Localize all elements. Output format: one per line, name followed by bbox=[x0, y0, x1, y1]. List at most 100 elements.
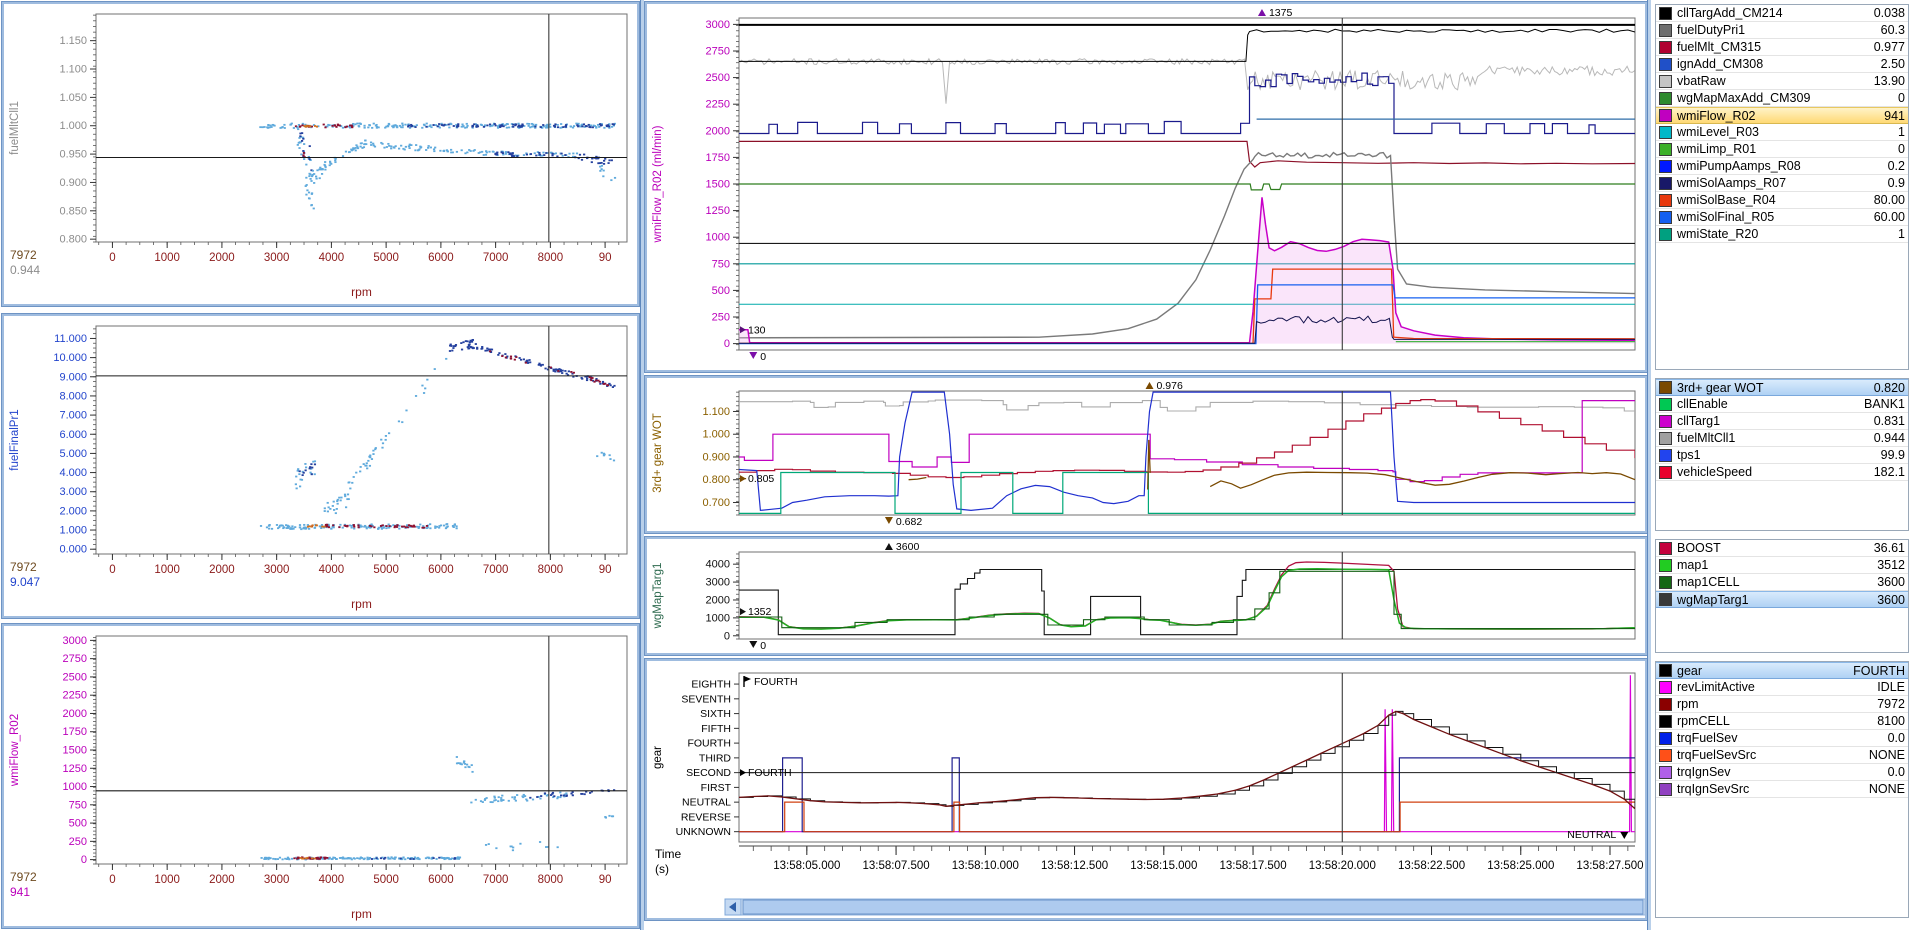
channel-color-swatch bbox=[1659, 109, 1672, 122]
channel-name: wmiSolAamps_R07 bbox=[1677, 176, 1787, 190]
channel-row[interactable]: 3rd+ gear WOT 0.820 bbox=[1656, 379, 1908, 396]
channel-row[interactable]: rpmCELL 8100 bbox=[1656, 713, 1908, 730]
channel-row[interactable]: fuelMltCll1 0.944 bbox=[1656, 430, 1908, 447]
channel-row[interactable]: wmiSolFinal_R05 60.00 bbox=[1656, 209, 1908, 226]
x-tick-label: 7000 bbox=[483, 252, 509, 264]
y-tick-label: 750 bbox=[69, 799, 87, 811]
channel-value: 8100 bbox=[1877, 714, 1905, 728]
channel-color-swatch bbox=[1659, 465, 1672, 479]
channel-value: 182.1 bbox=[1873, 465, 1905, 479]
cursor-value-marker-label: 130 bbox=[748, 324, 766, 336]
cursor-readout-value: 7972 bbox=[10, 870, 37, 884]
channel-row[interactable]: tps1 99.9 bbox=[1656, 447, 1908, 464]
values-panel-boost-group[interactable]: BOOST 36.61 map1 3512 map1CELL 3600 wgMapTarg1… bbox=[1655, 539, 1909, 653]
time-tick-label: 13:58:10.000 bbox=[952, 860, 1019, 872]
x-tick-label: 90 bbox=[599, 564, 612, 576]
timeseries-wmiflow[interactable]: 0 250 500 750 1000 1250 1500 1750 2000 2250 2500 27… bbox=[647, 4, 1645, 370]
channel-row[interactable]: BOOST 36.61 bbox=[1656, 540, 1908, 557]
channel-color-swatch bbox=[1659, 697, 1672, 711]
x-axis-title: rpm bbox=[351, 907, 372, 921]
y-tick-label: 7.000 bbox=[59, 410, 87, 422]
channel-value: 7972 bbox=[1877, 697, 1905, 711]
channel-value: 1 bbox=[1898, 227, 1905, 241]
y-tick-label: 0.900 bbox=[59, 177, 87, 189]
channel-color-swatch bbox=[1659, 6, 1672, 20]
y-tick-label: 10.000 bbox=[53, 352, 87, 364]
x-tick-label: 7000 bbox=[483, 874, 509, 886]
y-tick-label: 0.950 bbox=[59, 149, 87, 161]
x-tick-label: 5000 bbox=[373, 874, 399, 886]
channel-color-swatch bbox=[1659, 575, 1672, 589]
channel-row[interactable]: wmiFlow_R02 941 bbox=[1656, 107, 1908, 124]
y-tick-label: 2500 bbox=[63, 671, 87, 683]
channel-row[interactable]: fuelDutyPri1 60.3 bbox=[1656, 22, 1908, 39]
x-tick-label: 5000 bbox=[373, 564, 399, 576]
channel-row[interactable]: trqFuelSevSrc NONE bbox=[1656, 747, 1908, 764]
gear-category-label: REVERSE bbox=[681, 811, 731, 823]
channel-row[interactable]: wgMapMaxAdd_CM309 0 bbox=[1656, 90, 1908, 107]
chart-panel-fuelmltcll1-vs-rpm[interactable]: 0.800 0.850 0.900 0.950 1.000 1.050 1.100 1.150… bbox=[1, 1, 640, 307]
scatter-fuelfinalpr1-vs-rpm[interactable]: 0.000 1.000 2.000 3.000 4.000 5.000 6.000 7.000… bbox=[4, 316, 637, 616]
channel-row[interactable]: wmiPumpAamps_R08 0.2 bbox=[1656, 158, 1908, 175]
channel-color-swatch bbox=[1659, 593, 1672, 606]
channel-row[interactable]: vbatRaw 13.90 bbox=[1656, 73, 1908, 90]
channel-row[interactable]: cllTarg1 0.831 bbox=[1656, 413, 1908, 430]
channel-color-swatch bbox=[1659, 210, 1672, 224]
x-tick-label: 2000 bbox=[209, 564, 235, 576]
channel-row[interactable]: wmiState_R20 1 bbox=[1656, 226, 1908, 243]
channel-value: 0.977 bbox=[1873, 40, 1905, 54]
channel-value: NONE bbox=[1868, 748, 1905, 762]
channel-row[interactable]: ignAdd_CM308 2.50 bbox=[1656, 56, 1908, 73]
x-tick-label: 3000 bbox=[264, 252, 290, 264]
channel-row[interactable]: gear FOURTH bbox=[1656, 662, 1908, 679]
channel-row[interactable]: revLimitActive IDLE bbox=[1656, 679, 1908, 696]
channel-row[interactable]: fuelMlt_CM315 0.977 bbox=[1656, 39, 1908, 56]
channel-row[interactable]: trqIgnSevSrc NONE bbox=[1656, 781, 1908, 798]
channel-row[interactable]: wgMapTarg1 3600 bbox=[1656, 591, 1908, 608]
timeseries-gear[interactable]: UNKNOWN REVERSE NEUTRAL FIRST SECOND THIRD FOU… bbox=[647, 661, 1645, 918]
chart-panel-wmiflow-time[interactable]: 0 250 500 750 1000 1250 1500 1750 2000 2250 2500 27… bbox=[644, 1, 1648, 373]
timeseries-3rd-gear-wot[interactable]: 0.700 0.800 0.900 1.000 1.100 0.976 0.682 0.805… bbox=[647, 378, 1645, 531]
values-panel-wmi-group[interactable]: cllTargAdd_CM214 0.038 fuelDutyPri1 60.3 fue… bbox=[1655, 4, 1909, 370]
x-tick-label: 1000 bbox=[154, 874, 180, 886]
chart-panel-wmiflow-vs-rpm[interactable]: 0 250 500 750 1000 1250 1500 1750 2000 2250 2500 27… bbox=[1, 623, 640, 929]
channel-name: tps1 bbox=[1677, 448, 1701, 462]
timeseries-column: 0 250 500 750 1000 1250 1500 1750 2000 2250 2500 27… bbox=[644, 0, 1648, 930]
chart-panel-wgmaptarg1[interactable]: 0 1000 2000 3000 4000 3600 1352 0 wgMapTarg1 bbox=[644, 536, 1648, 656]
channel-row[interactable]: wmiLevel_R03 1 bbox=[1656, 124, 1908, 141]
y-axis-title: fuelFinalPr1 bbox=[9, 409, 21, 470]
gear-category-label: FIRST bbox=[701, 782, 732, 794]
channel-name: fuelMlt_CM315 bbox=[1677, 40, 1762, 54]
y-tick-label: 1.100 bbox=[702, 406, 730, 418]
channel-row[interactable]: rpm 7972 bbox=[1656, 696, 1908, 713]
x-tick-label: 1000 bbox=[154, 564, 180, 576]
channel-row[interactable]: wmiLimp_R01 0 bbox=[1656, 141, 1908, 158]
x-tick-label: 0 bbox=[109, 564, 115, 576]
scatter-wmiflow-vs-rpm[interactable]: 0 250 500 750 1000 1250 1500 1750 2000 2250 2500 27… bbox=[4, 626, 637, 926]
chart-panel-fuelfinalpr1-vs-rpm[interactable]: 0.000 1.000 2.000 3.000 4.000 5.000 6.000 7.000… bbox=[1, 313, 640, 619]
channel-row[interactable]: wmiSolBase_R04 80.00 bbox=[1656, 192, 1908, 209]
channel-row[interactable]: map1CELL 3600 bbox=[1656, 574, 1908, 591]
channel-row[interactable]: vehicleSpeed 182.1 bbox=[1656, 464, 1908, 481]
y-axis-title: gear bbox=[652, 746, 664, 769]
channel-row[interactable]: map1 3512 bbox=[1656, 557, 1908, 574]
y-tick-label: 0.700 bbox=[702, 497, 730, 509]
channel-row[interactable]: cllTargAdd_CM214 0.038 bbox=[1656, 5, 1908, 22]
chart-panel-3rd-gear-wot[interactable]: 0.700 0.800 0.900 1.000 1.100 0.976 0.682 0.805… bbox=[644, 375, 1648, 534]
channel-value: 0 bbox=[1898, 142, 1905, 156]
gear-category-label: UNKNOWN bbox=[676, 826, 731, 838]
scrollbar-thumb[interactable] bbox=[742, 899, 1644, 915]
channel-row[interactable]: cllEnable BANK1 bbox=[1656, 396, 1908, 413]
chart-panel-gear[interactable]: UNKNOWN REVERSE NEUTRAL FIRST SECOND THIRD FOU… bbox=[644, 658, 1648, 921]
scatter-fuelmltcll1-vs-rpm[interactable]: 0.800 0.850 0.900 0.950 1.000 1.050 1.100 1.150… bbox=[4, 4, 637, 304]
channel-row[interactable]: wmiSolAamps_R07 0.9 bbox=[1656, 175, 1908, 192]
values-panel-wot-group[interactable]: 3rd+ gear WOT 0.820 cllEnable BANK1 cllTarg1… bbox=[1655, 378, 1909, 531]
x-tick-label: 5000 bbox=[373, 252, 399, 264]
values-panel-gear-group[interactable]: gear FOURTH revLimitActive IDLE rpm 7972 rpmCE… bbox=[1655, 661, 1909, 918]
timeseries-wgmaptarg1[interactable]: 0 1000 2000 3000 4000 3600 1352 0 wgMapTarg1 bbox=[647, 539, 1645, 653]
channel-name: map1CELL bbox=[1677, 575, 1740, 589]
channel-row[interactable]: trqIgnSev 0.0 bbox=[1656, 764, 1908, 781]
channel-row[interactable]: trqFuelSev 0.0 bbox=[1656, 730, 1908, 747]
y-axis-title: wgMapTarg1 bbox=[652, 563, 664, 630]
